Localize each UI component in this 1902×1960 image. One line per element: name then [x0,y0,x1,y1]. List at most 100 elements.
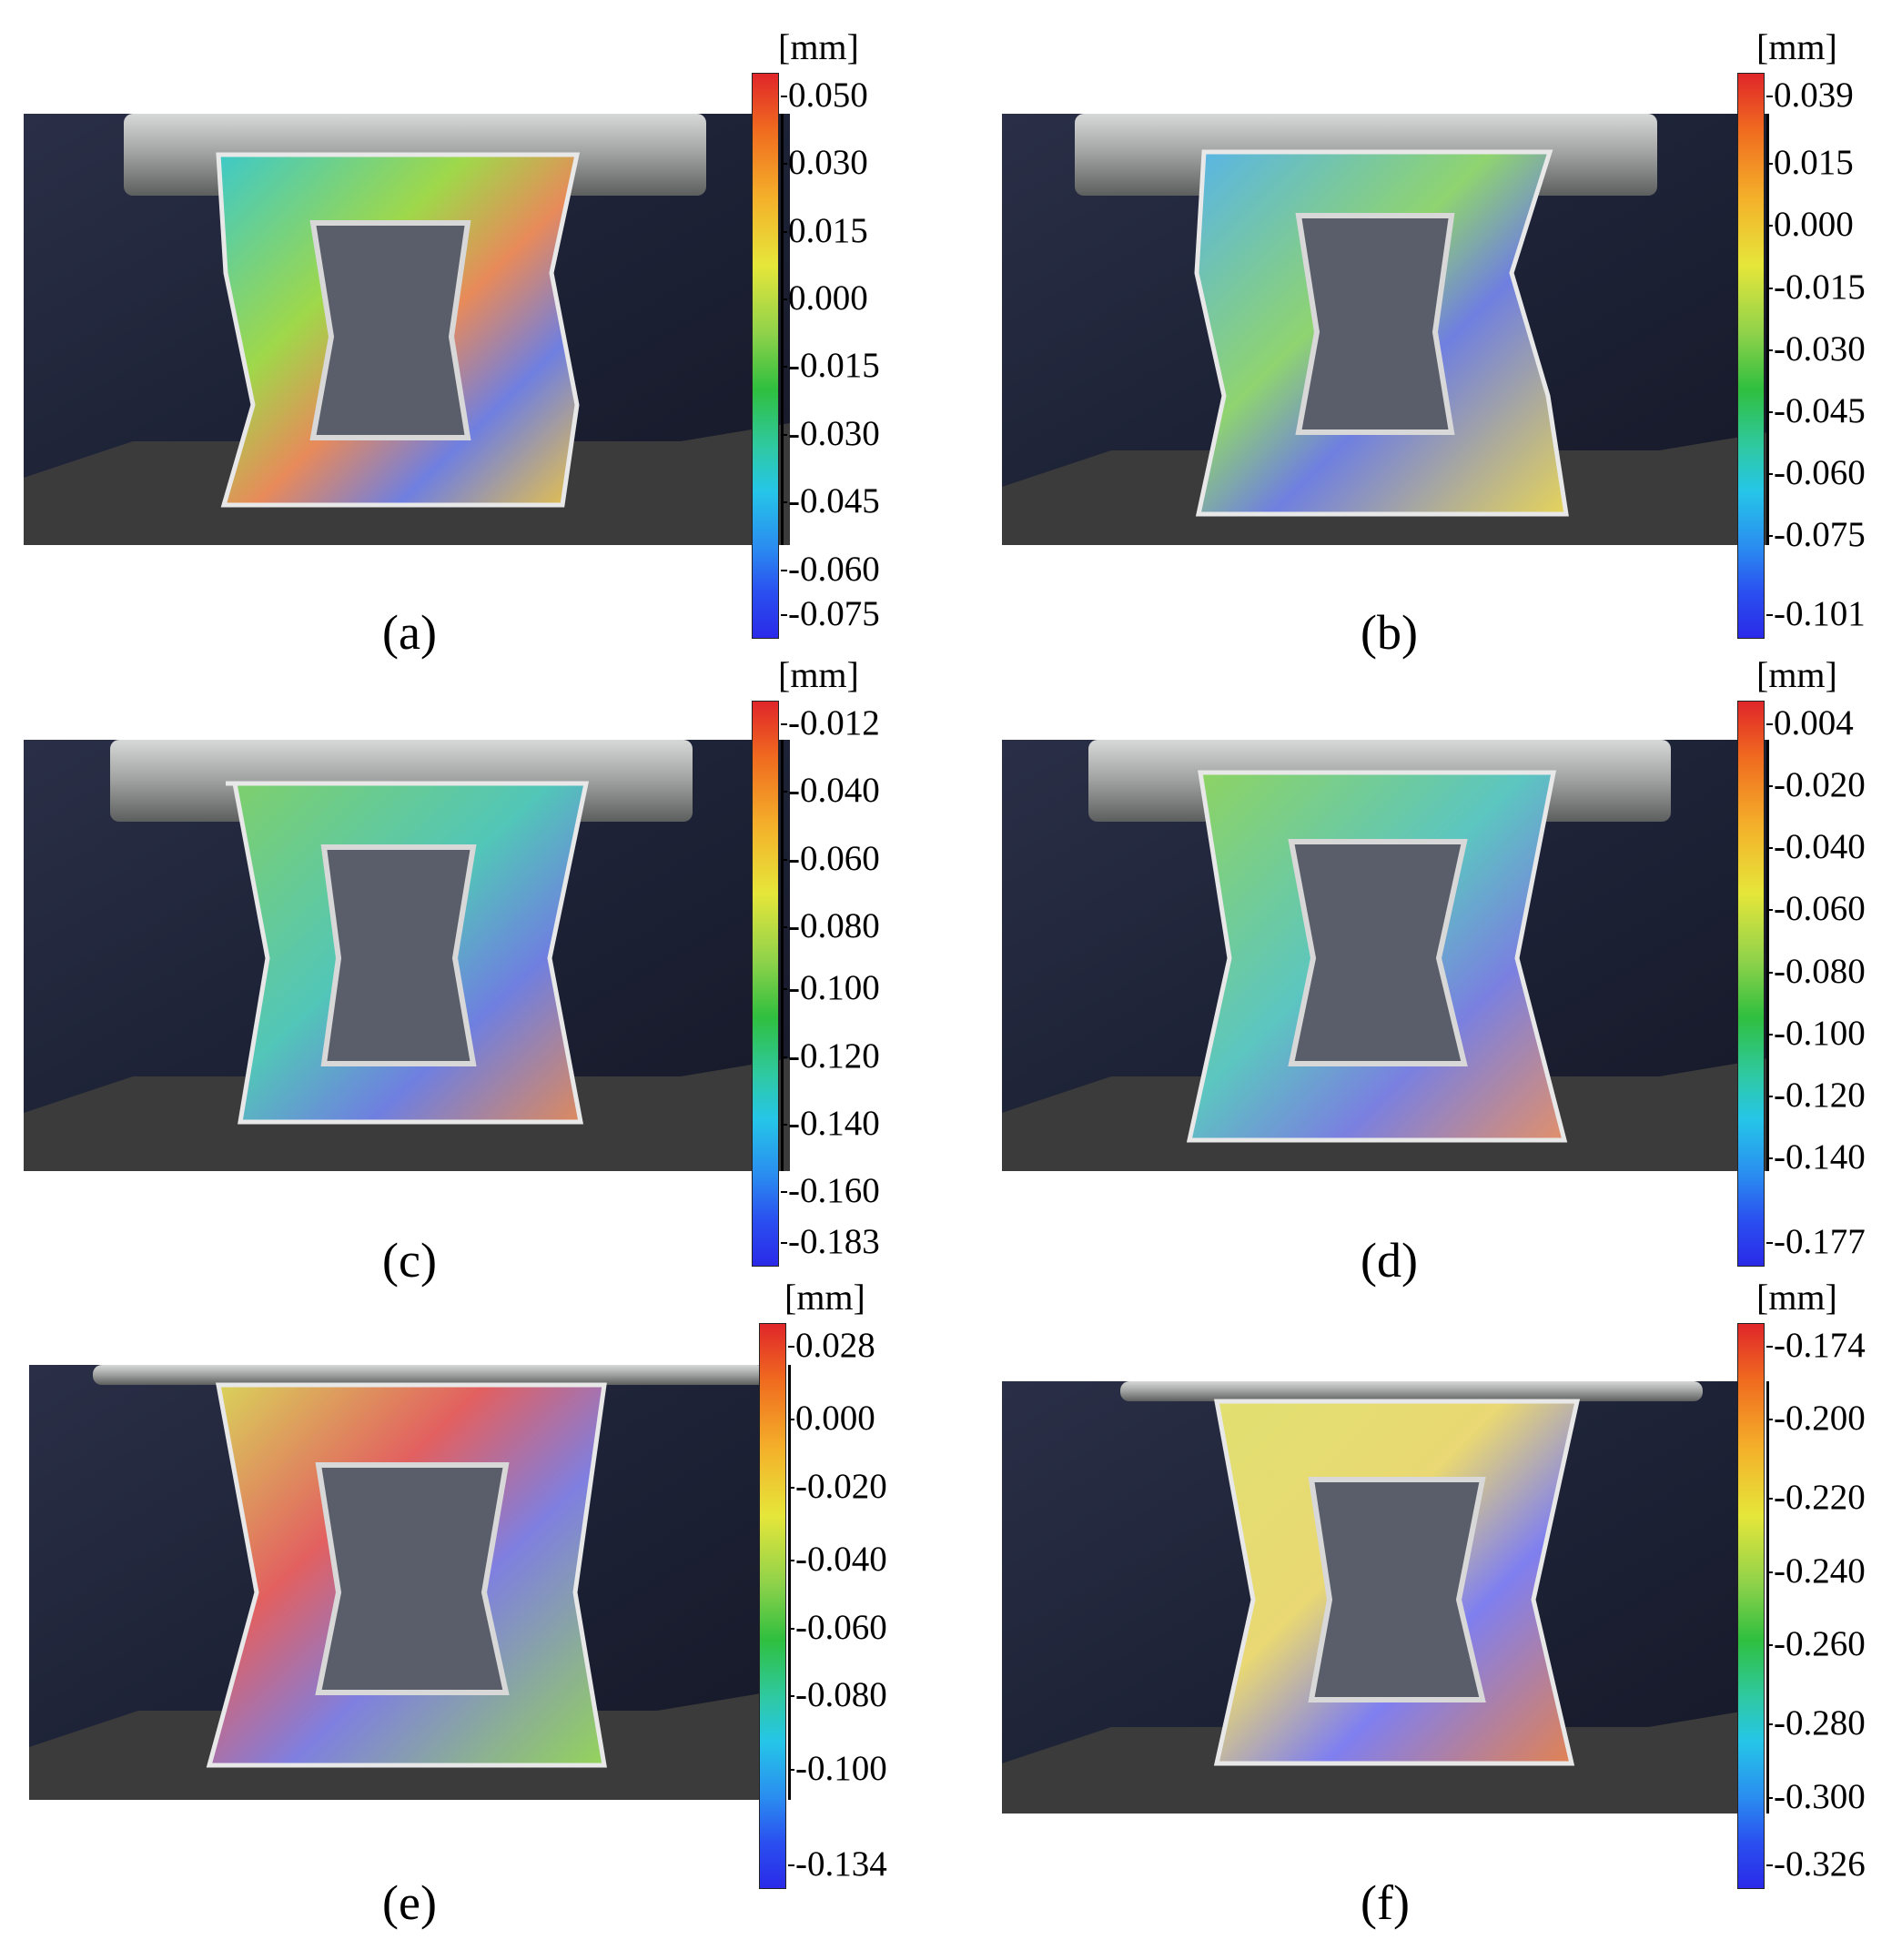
colorbar-tick-mark [781,95,787,97]
colorbar [1737,73,1765,639]
colorbar-tick-label: 0.004 [1774,702,1854,743]
panel-caption: (e) [382,1875,437,1930]
colorbar-unit: [mm] [784,1277,865,1318]
colorbar-tick-mark [1766,1419,1773,1421]
panel-caption: (c) [382,1233,437,1288]
colorbar-tick-mark [1766,349,1773,351]
colorbar-tick-label: -0.040 [795,1540,887,1580]
colorbar-tick-label: -0.120 [788,1036,880,1076]
colorbar-unit: [mm] [1756,26,1837,67]
colorbar-tick-label: -0.040 [1774,827,1866,867]
colorbar-tick-mark [781,926,787,928]
colorbar-tick-mark [788,1627,794,1630]
colorbar-tick-label: -0.080 [788,906,880,945]
colorbar-tick-mark [1766,1096,1773,1097]
colorbar-tick-label: 0.039 [1774,75,1854,115]
colorbar-tick-mark [781,1191,787,1194]
colorbar-tick-mark [781,569,787,571]
colorbar-tick-label: -0.030 [788,413,880,453]
colorbar-tick-label: -0.280 [1774,1703,1866,1743]
colorbar-tick-label: -0.060 [1774,889,1866,929]
colorbar-tick-mark [1766,614,1773,617]
colorbar-tick-mark [788,1419,794,1421]
colorbar-tick-mark [1766,1644,1773,1647]
colorbar-tick-mark [1766,1242,1773,1245]
colorbar-tick-label: -0.020 [795,1466,887,1506]
colorbar-tick-mark [1766,722,1773,725]
colorbar-tick-label: -0.060 [788,549,880,589]
colorbar-tick-label: -0.012 [788,702,880,743]
specimen-photo-b [1002,114,1768,545]
colorbar-tick-label: -0.160 [788,1171,880,1211]
panel-e: [mm] (e) 0.028 0.000 -0.020 -0.040 -0.060 -0.… [0,1256,951,1930]
specimen-photo-e [29,1365,766,1800]
colorbar-tick-label: 0.050 [788,75,868,115]
colorbar-tick-label: 0.015 [1774,143,1854,183]
colorbar-tick-mark [1766,847,1773,850]
colorbar-tick-label: 0.015 [788,210,868,250]
colorbar-tick-mark [781,614,787,617]
colorbar [752,73,779,639]
colorbar-unit: [mm] [1756,654,1837,695]
panel-caption: (b) [1361,605,1418,660]
colorbar-tick-mark [1766,1571,1773,1573]
colorbar-spine [1766,114,1769,545]
colorbar-tick-label: -0.134 [795,1844,887,1884]
colorbar-tick-mark [781,433,787,436]
colorbar-tick-mark [781,988,787,991]
colorbar-tick-mark [781,163,787,166]
colorbar-tick-mark [1766,785,1773,787]
colorbar-tick-label: -0.045 [1774,391,1866,430]
colorbar-tick-label: -0.045 [788,481,880,521]
colorbar-tick-label: 0.000 [795,1399,875,1439]
colorbar-tick-label: 0.000 [788,278,868,318]
colorbar-unit: [mm] [778,654,859,695]
colorbar-tick-label: -0.100 [1774,1013,1866,1053]
colorbar-tick-label: -0.075 [1774,515,1866,555]
specimen-photo-c [24,740,790,1171]
specimen-photo-f [1002,1381,1757,1814]
colorbar-tick-mark [781,230,787,233]
colorbar-tick-label: -0.177 [1774,1222,1866,1262]
colorbar-tick-mark [788,1486,794,1489]
colorbar-tick-mark [781,1124,787,1126]
colorbar-tick-mark [788,1695,794,1698]
colorbar-tick-label: -0.101 [1774,594,1866,634]
colorbar-tick-label: -0.220 [1774,1478,1866,1518]
colorbar-tick-label: -0.300 [1774,1776,1866,1816]
colorbar-tick-label: 0.000 [1774,205,1854,245]
colorbar-tick-label: -0.040 [788,771,880,811]
colorbar-tick-mark [1766,971,1773,974]
colorbar-unit: [mm] [1756,1277,1837,1318]
colorbar-tick-label: -0.140 [788,1104,880,1143]
colorbar-tick-mark [781,722,787,725]
colorbar-tick-mark [781,1242,787,1245]
colorbar-tick-label: -0.120 [1774,1076,1866,1115]
colorbar-tick-mark [1766,473,1773,476]
colorbar-tick-label: -0.260 [1774,1624,1866,1664]
panel-f: [mm] (f) -0.174 -0.200 -0.220 -0.240 -0.260 -… [951,1256,1902,1930]
colorbar-tick-mark [1766,1033,1773,1036]
colorbar-tick-mark [781,858,787,861]
colorbar-tick-label: -0.100 [788,968,880,1008]
colorbar-tick-mark [781,1056,787,1058]
colorbar-tick-mark [1766,1723,1773,1726]
colorbar-tick-label: -0.326 [1774,1844,1866,1884]
colorbar-tick-label: -0.183 [788,1222,880,1262]
colorbar-tick-mark [788,1560,794,1562]
colorbar-tick-label: -0.060 [1774,453,1866,493]
panel-c: [mm] (c) -0.012 -0.040 -0.060 -0.080 -0.100 -… [0,628,951,1288]
colorbar-tick-label: -0.174 [1774,1325,1866,1365]
colorbar [1737,701,1765,1267]
colorbar-tick-label: 0.030 [788,143,868,183]
colorbar-tick-mark [1766,1498,1773,1500]
colorbar-tick-mark [1766,1864,1773,1867]
colorbar-spine [1766,1381,1769,1814]
colorbar-tick-label: -0.060 [788,838,880,878]
colorbar-unit: [mm] [778,26,859,67]
colorbar-tick-mark [788,1864,794,1867]
colorbar-tick-mark [1766,1157,1773,1160]
colorbar-tick-mark [1766,287,1773,289]
colorbar [759,1323,786,1889]
colorbar-spine [1766,740,1769,1171]
